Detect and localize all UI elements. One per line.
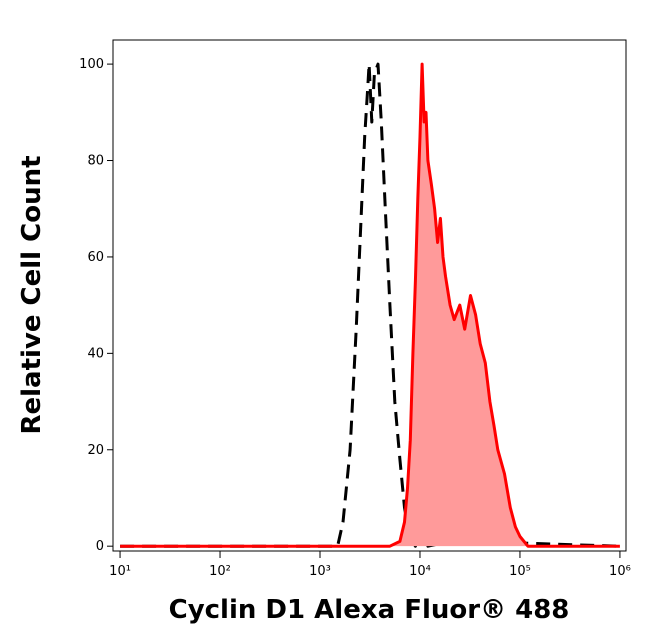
y-tick-label: 100: [79, 57, 104, 72]
y-tick-label: 40: [87, 346, 104, 361]
x-tick-label: 10⁴: [409, 564, 431, 579]
area-fill: [120, 64, 620, 547]
plot-frame: [112, 39, 627, 552]
y-tick-label: 80: [87, 154, 104, 169]
histogram-line: [120, 62, 620, 548]
x-tick-label: 10²: [209, 564, 231, 579]
x-tick-label: 10³: [309, 564, 331, 579]
x-axis-title: Cyclin D1 Alexa Fluor® 488: [169, 595, 570, 625]
x-tick-label: 10¹: [109, 564, 131, 579]
x-tick-label: 10⁵: [509, 564, 531, 579]
y-axis-title: Relative Cell Count: [17, 155, 47, 434]
y-tick-label: 60: [87, 250, 104, 265]
y-tick-label: 0: [96, 539, 104, 554]
histogram-line: [120, 62, 620, 548]
y-tick-label: 20: [87, 443, 104, 458]
x-tick-label: 10⁶: [609, 564, 631, 579]
